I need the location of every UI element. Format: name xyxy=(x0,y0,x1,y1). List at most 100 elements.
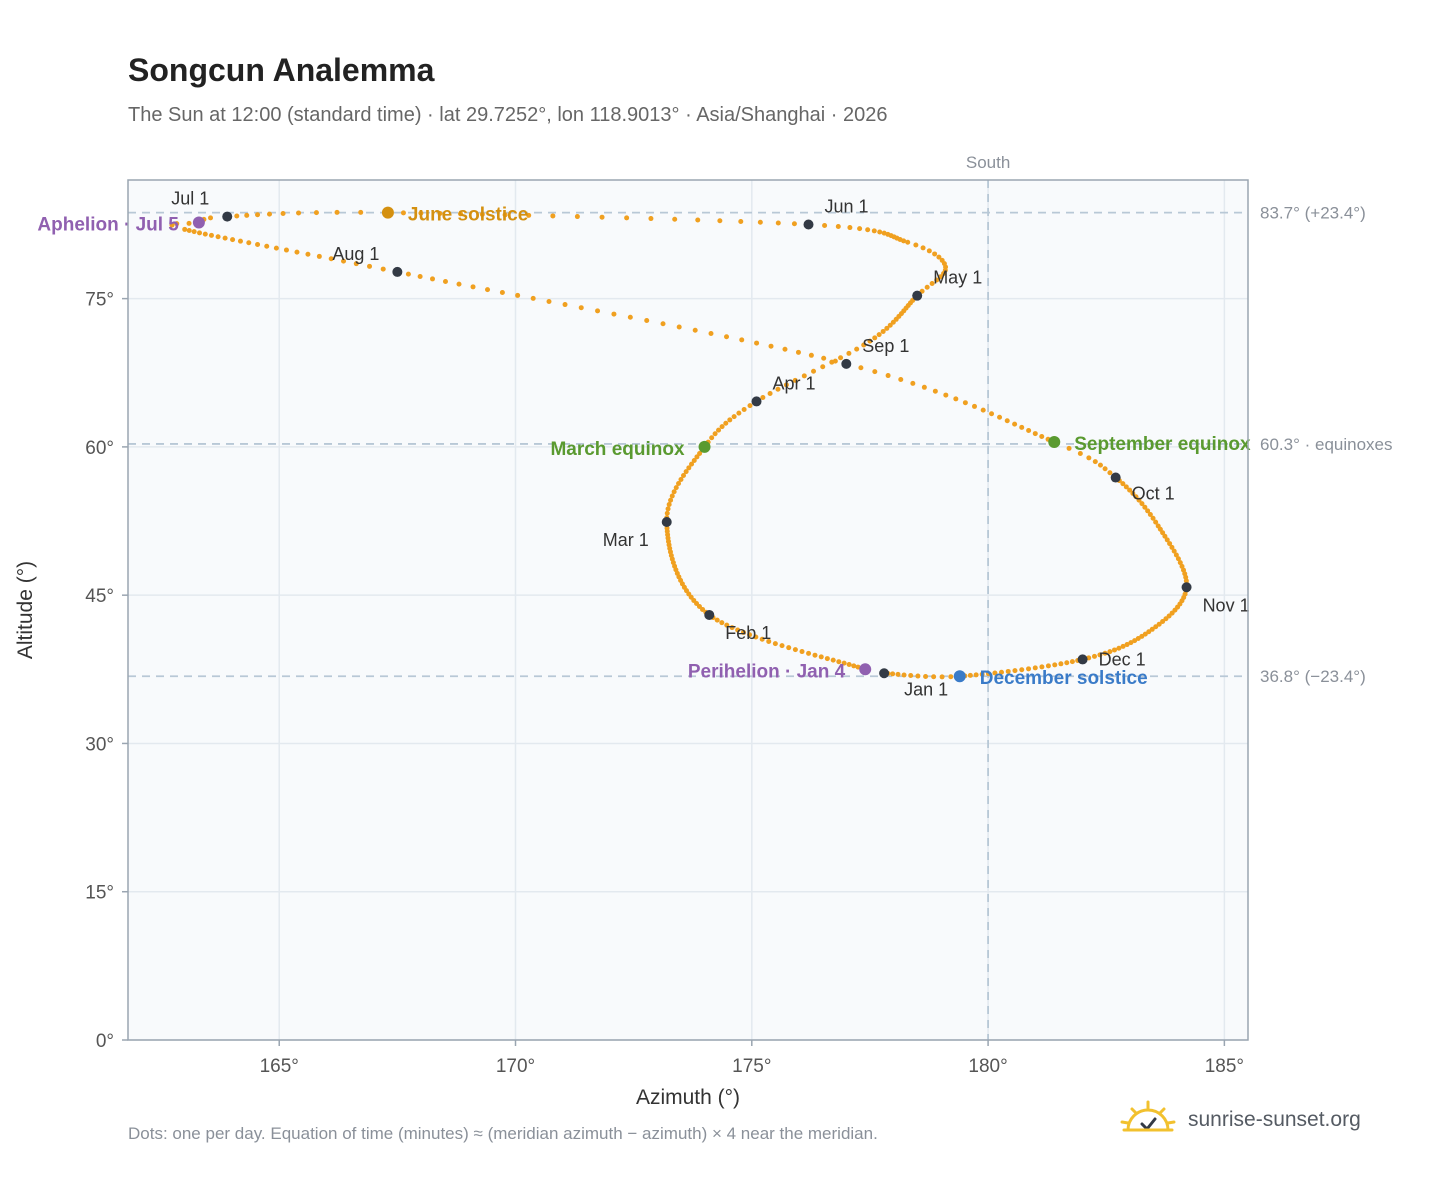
chart-subtitle: The Sun at 12:00 (standard time) · lat 2… xyxy=(128,104,888,126)
x-tick-label: 175° xyxy=(732,1056,771,1077)
daily-sun-dot xyxy=(926,248,932,254)
daily-sun-dot xyxy=(671,489,677,495)
event-label: March equinox xyxy=(550,439,685,460)
daily-sun-dot xyxy=(775,386,781,392)
daily-sun-dot xyxy=(660,321,666,327)
daily-sun-dot xyxy=(921,384,927,390)
daily-sun-dot xyxy=(380,266,386,272)
daily-sun-dot xyxy=(648,216,654,222)
reference-line-label: 36.8° (−23.4°) xyxy=(1260,667,1366,686)
daily-sun-dot xyxy=(709,435,715,441)
daily-sun-dot xyxy=(1112,647,1118,653)
daily-sun-dot xyxy=(479,211,485,217)
daily-sun-dot xyxy=(530,295,536,301)
daily-sun-dot xyxy=(1127,487,1133,493)
daily-sun-dot xyxy=(1102,650,1108,656)
event-marker xyxy=(953,670,966,683)
daily-sun-dot xyxy=(1045,663,1051,669)
brand[interactable]: sunrise-sunset.org xyxy=(1120,1100,1361,1140)
event-marker xyxy=(381,206,394,219)
daily-sun-dot xyxy=(923,673,929,679)
daily-sun-dot xyxy=(1107,649,1113,655)
daily-sun-dot xyxy=(680,473,686,479)
y-tick-label: 15° xyxy=(85,883,114,904)
daily-sun-dot xyxy=(877,229,883,235)
daily-sun-dot xyxy=(836,659,842,665)
daily-sun-dot xyxy=(885,373,891,379)
daily-sun-dot xyxy=(898,376,904,382)
daily-sun-dot xyxy=(847,225,853,231)
month-label: Jun 1 xyxy=(825,196,869,216)
month-label: Dec 1 xyxy=(1099,649,1146,669)
daily-sun-dot xyxy=(971,403,977,409)
daily-sun-dot xyxy=(1052,662,1058,668)
daily-sun-dot xyxy=(316,253,322,259)
daily-sun-dot xyxy=(936,254,942,260)
month-label: Jan 1 xyxy=(904,679,948,699)
daily-sun-dot xyxy=(208,232,214,238)
month-markers: Jan 1 Feb 1 Mar 1 Apr 1 May 1 Jun 1 Jul 1 Aug 1… xyxy=(171,189,1249,700)
daily-sun-dot xyxy=(861,342,867,348)
month-marker xyxy=(912,290,923,301)
daily-sun-dot xyxy=(736,410,742,416)
y-tick-label: 45° xyxy=(85,586,114,607)
daily-sun-dot xyxy=(1012,421,1018,427)
daily-sun-dot xyxy=(872,335,878,341)
daily-sun-dot xyxy=(234,213,240,219)
daily-sun-dot xyxy=(766,638,772,644)
daily-sun-dot xyxy=(754,340,760,346)
daily-sun-dot xyxy=(943,392,949,398)
axis-ticks: 165° 170° 175° 180° 185° 0° 15° 30° 45° 60° 75° xyxy=(85,290,1244,1077)
daily-sun-dot xyxy=(1102,466,1108,472)
daily-sun-dot xyxy=(1135,636,1141,642)
y-axis-label: Altitude (°) xyxy=(14,561,37,659)
daily-sun-dot xyxy=(1069,659,1075,665)
month-marker xyxy=(803,219,814,230)
daily-sun-dot xyxy=(915,673,921,679)
month-marker xyxy=(1110,472,1121,483)
y-tick-label: 30° xyxy=(85,734,114,755)
daily-sun-dot xyxy=(1039,434,1045,440)
daily-sun-dot xyxy=(924,284,930,290)
daily-sun-dot xyxy=(215,234,221,240)
daily-sun-dot xyxy=(246,240,252,246)
daily-sun-dot xyxy=(1092,459,1098,465)
daily-sun-dot xyxy=(910,380,916,386)
event-marker xyxy=(1048,435,1061,448)
daily-sun-dot xyxy=(599,214,605,220)
daily-sun-dot xyxy=(913,242,919,248)
daily-sun-dot xyxy=(858,365,864,371)
daily-sun-dot xyxy=(624,215,630,221)
daily-sun-dot xyxy=(1124,642,1130,648)
daily-sun-dot xyxy=(305,251,311,257)
daily-sun-dot xyxy=(1012,668,1018,674)
daily-sun-dot xyxy=(485,287,491,293)
daily-sun-dot xyxy=(881,230,887,236)
daily-sun-dot xyxy=(920,245,926,251)
daily-sun-dot xyxy=(1123,484,1129,490)
daily-sun-dot xyxy=(980,407,986,413)
daily-sun-dot xyxy=(855,664,861,670)
daily-sun-dot xyxy=(1136,497,1142,503)
daily-sun-dot xyxy=(908,673,914,679)
daily-sun-dot xyxy=(664,510,670,516)
daily-sun-dot xyxy=(747,632,753,638)
daily-sun-dot xyxy=(264,243,270,249)
daily-sun-dot xyxy=(405,271,411,277)
daily-sun-dot xyxy=(890,671,896,677)
daily-sun-dot xyxy=(895,671,901,677)
daily-sun-dot xyxy=(689,461,695,467)
month-label: Nov 1 xyxy=(1203,595,1250,615)
daily-sun-dot xyxy=(334,209,340,215)
daily-sun-dot xyxy=(255,241,261,247)
month-marker xyxy=(1077,654,1088,665)
daily-sun-dot xyxy=(962,400,968,406)
daily-sun-dot xyxy=(672,216,678,222)
daily-sun-dot xyxy=(967,672,973,678)
x-tick-label: 180° xyxy=(968,1056,1007,1077)
chart-title: Songcun Analemma xyxy=(128,52,435,88)
daily-sun-dot xyxy=(1077,451,1083,457)
daily-sun-dot xyxy=(872,369,878,375)
daily-sun-dot xyxy=(442,278,448,284)
